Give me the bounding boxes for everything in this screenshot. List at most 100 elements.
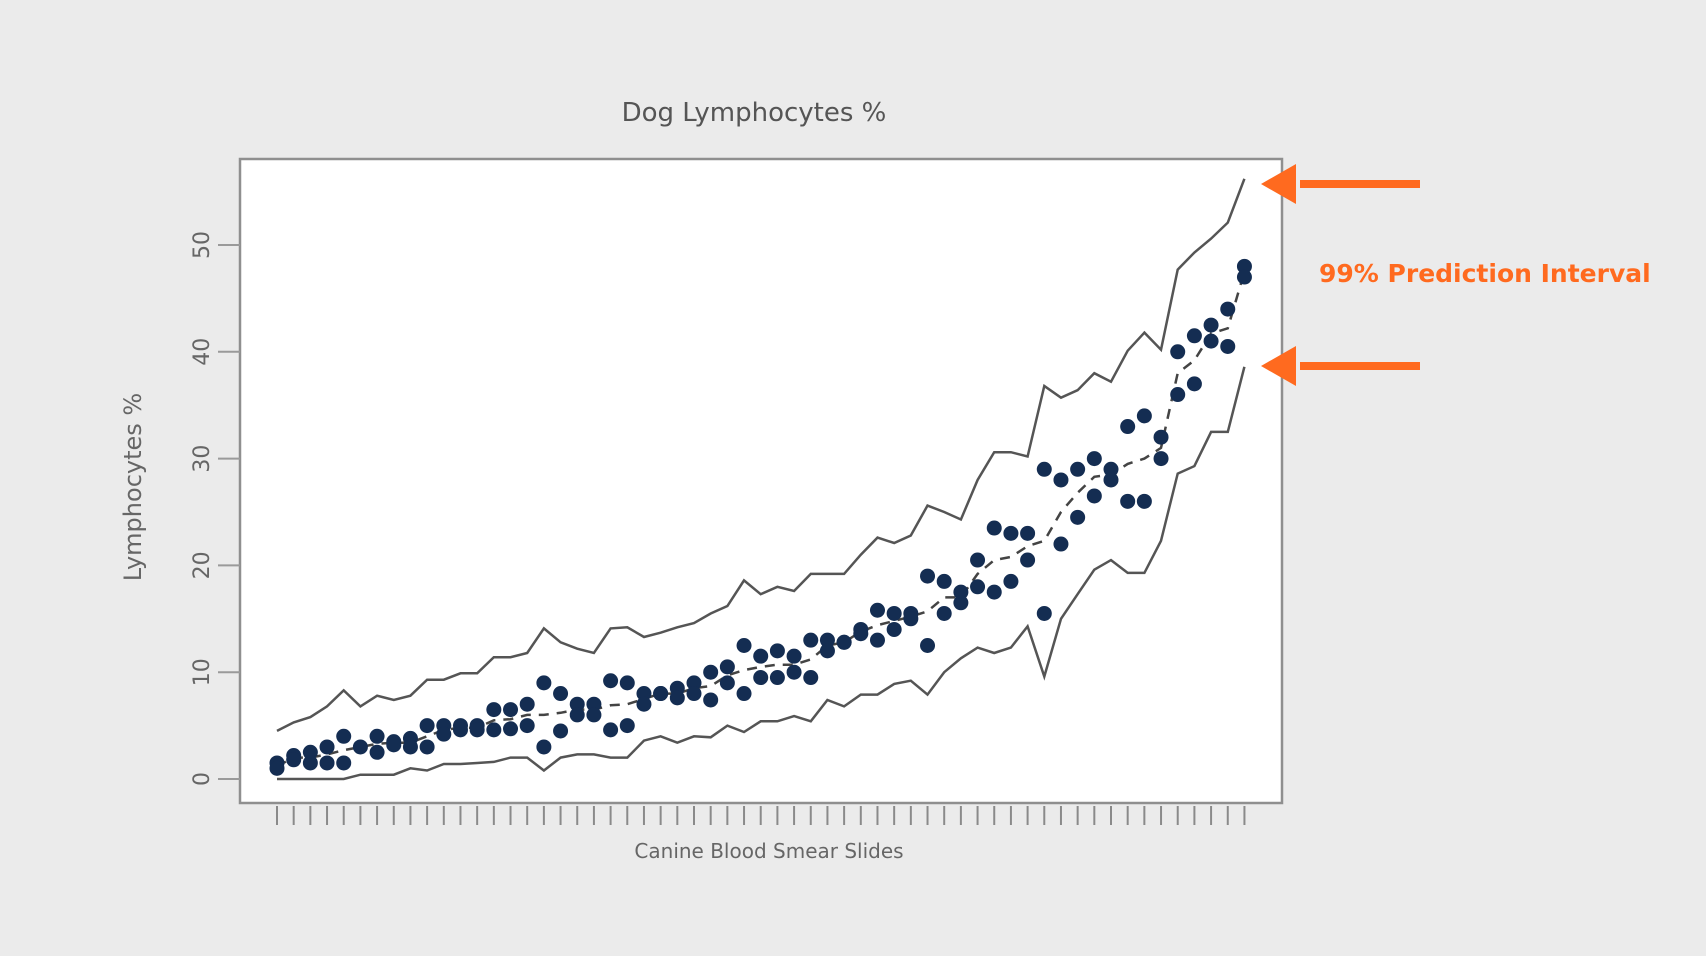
- data-point: [1070, 461, 1086, 477]
- data-point: [486, 722, 502, 738]
- data-point: [636, 696, 652, 712]
- data-point: [1236, 258, 1252, 274]
- data-point: [603, 673, 619, 689]
- data-point: [619, 718, 635, 734]
- data-point: [786, 648, 802, 664]
- data-point: [486, 702, 502, 718]
- y-axis: 0 10 20 30 40 50: [190, 231, 240, 786]
- data-point: [769, 643, 785, 659]
- data-point: [819, 643, 835, 659]
- data-point: [1053, 536, 1069, 552]
- data-point: [336, 755, 352, 771]
- data-point: [369, 728, 385, 744]
- data-point: [586, 707, 602, 723]
- y-tick-label: 40: [190, 338, 215, 366]
- arrow-upper-icon: [1261, 164, 1420, 204]
- data-point: [586, 696, 602, 712]
- data-point: [269, 760, 285, 776]
- data-point: [336, 728, 352, 744]
- data-point: [703, 692, 719, 708]
- data-point: [1020, 552, 1036, 568]
- data-point: [352, 739, 368, 755]
- data-point: [286, 752, 302, 768]
- data-point: [1086, 451, 1102, 467]
- data-point: [936, 605, 952, 621]
- data-point: [1136, 408, 1152, 424]
- data-point: [1103, 461, 1119, 477]
- data-point: [1136, 493, 1152, 509]
- data-point: [736, 638, 752, 653]
- data-point: [1036, 605, 1052, 621]
- data-point: [1220, 301, 1236, 317]
- data-point: [736, 686, 752, 702]
- arrow-lower-icon: [1261, 346, 1420, 386]
- data-point: [836, 634, 852, 650]
- data-point: [319, 755, 335, 771]
- data-point: [886, 621, 902, 637]
- data-point: [986, 584, 1002, 600]
- data-point: [503, 702, 519, 718]
- data-point: [536, 739, 552, 755]
- data-point: [903, 611, 919, 627]
- data-point: [869, 602, 885, 618]
- data-point: [669, 690, 685, 706]
- data-point: [1120, 419, 1136, 435]
- lower-bound-line: [277, 366, 1246, 781]
- data-point: [569, 696, 585, 712]
- data-point: [1203, 317, 1219, 333]
- data-point: [1070, 509, 1086, 525]
- y-tick-label: 0: [190, 772, 215, 786]
- data-point: [302, 744, 318, 760]
- data-point: [452, 722, 468, 738]
- data-point: [1003, 573, 1019, 589]
- data-point: [753, 648, 769, 664]
- data-point: [869, 632, 885, 648]
- data-point: [719, 675, 735, 691]
- data-point: [1236, 269, 1252, 285]
- data-point: [536, 675, 552, 691]
- data-point: [419, 718, 435, 734]
- data-point: [1153, 451, 1169, 467]
- data-point: [519, 696, 535, 712]
- data-point: [786, 664, 802, 680]
- data-point: [636, 686, 652, 702]
- chart-title: Dog Lymphocytes %: [622, 98, 887, 128]
- data-point: [769, 670, 785, 686]
- data-point: [953, 584, 969, 600]
- plot-area: [238, 157, 1284, 805]
- y-tick-label: 50: [190, 231, 215, 259]
- data-point: [970, 579, 986, 595]
- y-tick-label: 10: [190, 658, 215, 686]
- data-point: [469, 722, 485, 738]
- data-point: [1120, 493, 1136, 509]
- data-point: [920, 568, 936, 584]
- data-point: [1170, 344, 1186, 360]
- data-point: [386, 737, 402, 753]
- data-point: [1020, 525, 1036, 541]
- data-point: [1170, 387, 1186, 403]
- data-point: [1103, 472, 1119, 488]
- data-point: [1186, 376, 1202, 392]
- data-point: [419, 739, 435, 755]
- x-axis: [276, 806, 1246, 825]
- annotation-label: 99% Prediction Interval: [1319, 259, 1651, 288]
- data-point: [953, 595, 969, 611]
- data-point: [1036, 461, 1052, 477]
- data-point: [436, 726, 452, 742]
- data-point: [569, 707, 585, 723]
- y-tick-label: 30: [190, 445, 215, 473]
- data-point: [519, 718, 535, 734]
- data-point: [803, 632, 819, 648]
- y-axis-label: Lymphocytes %: [119, 393, 147, 581]
- data-point: [1203, 333, 1219, 349]
- data-point: [853, 626, 869, 642]
- data-point: [970, 552, 986, 568]
- data-point: [1086, 488, 1102, 504]
- data-point: [653, 686, 669, 702]
- data-point: [1053, 472, 1069, 488]
- data-points: [269, 258, 1252, 776]
- data-point: [886, 605, 902, 621]
- data-point: [619, 675, 635, 691]
- data-point: [819, 632, 835, 648]
